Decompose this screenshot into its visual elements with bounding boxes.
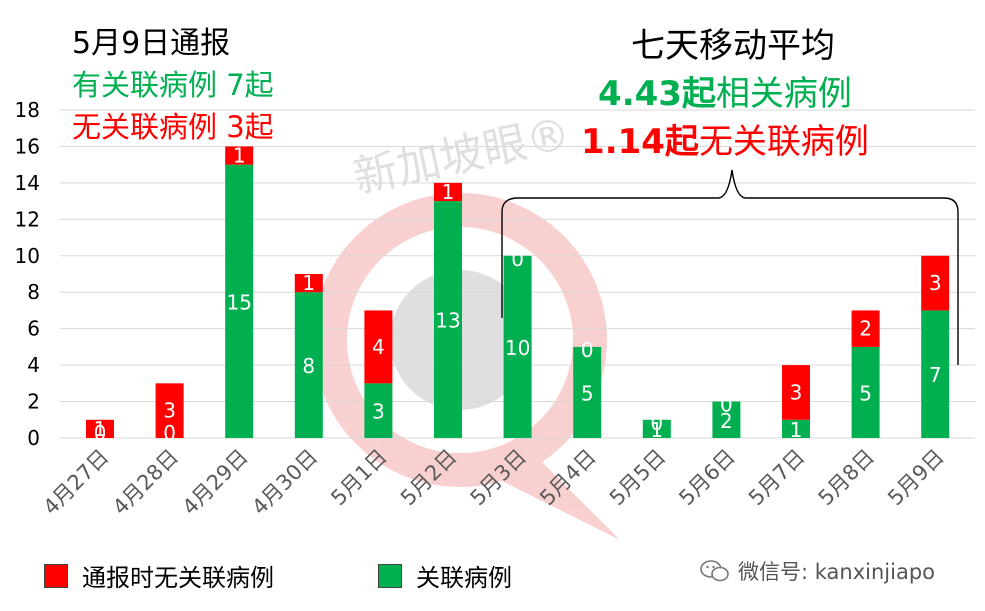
legend-label-linked: 关联病例: [416, 564, 512, 592]
y-tick-label: 16: [15, 134, 40, 158]
bar-linked: [294, 292, 323, 438]
y-tick-label: 14: [15, 171, 40, 195]
bar-linked: [921, 310, 950, 438]
data-label-unlinked: 3: [790, 380, 803, 404]
data-label-unlinked: 4: [372, 335, 385, 359]
bar-linked: [642, 419, 671, 438]
legend-label-unlinked: 通报时无关联病例: [82, 564, 274, 592]
bar-linked: [851, 346, 880, 438]
y-tick-label: 10: [15, 244, 40, 268]
data-label-unlinked: 0: [650, 411, 663, 435]
linked-cases-note: 有关联病例 7起: [72, 68, 274, 102]
data-label-unlinked: 0: [720, 393, 733, 417]
moving-average-linked: 4.43起相关病例: [560, 66, 890, 115]
data-label-linked: 3: [372, 400, 385, 424]
data-label-unlinked: 1: [442, 180, 455, 204]
data-label-linked: 5: [859, 381, 872, 405]
bar-unlinked: [155, 383, 184, 438]
x-tick-label: 5月7日: [744, 445, 810, 511]
data-label-linked: 5: [581, 381, 594, 405]
bar-unlinked: [921, 255, 950, 311]
data-label-linked: 1: [650, 418, 663, 442]
x-tick-label: 4月30日: [247, 445, 322, 520]
x-tick-label: 5月5日: [605, 445, 671, 511]
legend-item-unlinked: 通报时无关联病例: [44, 558, 274, 593]
bar-linked: [434, 201, 462, 438]
bar-unlinked: [434, 182, 462, 202]
data-label-linked: 10: [505, 336, 530, 360]
data-label-unlinked: 2: [859, 317, 872, 341]
bar-unlinked: [364, 310, 393, 384]
x-tick-label: 5月8日: [814, 445, 880, 511]
moving-average-linked-value: 4.43起: [598, 74, 716, 114]
data-label-unlinked: 0: [511, 247, 524, 271]
data-label-linked: 7: [929, 363, 942, 387]
data-label-unlinked: 1: [233, 144, 246, 168]
x-tick-label: 5月6日: [674, 445, 740, 511]
data-label-unlinked: 3: [163, 399, 176, 423]
moving-average-unlinked-text: 无关联病例: [698, 122, 869, 162]
y-tick-label: 12: [15, 207, 40, 231]
data-label-unlinked: 1: [94, 417, 107, 441]
data-label-linked: 13: [435, 309, 460, 333]
wechat-label: 微信号: kanxinjiapo: [738, 560, 936, 584]
y-tick-label: 2: [27, 390, 40, 414]
data-label-linked: 15: [226, 290, 251, 314]
x-tick-label: 5月9日: [883, 445, 949, 511]
bar-linked: [364, 383, 393, 438]
y-tick-label: 18: [15, 98, 40, 122]
legend-swatch-linked: [378, 563, 402, 588]
moving-average-unlinked: 1.14起无关联病例: [540, 114, 910, 163]
bar-linked: [503, 255, 532, 438]
y-tick-label: 0: [27, 426, 40, 450]
legend-swatch-unlinked: [44, 563, 68, 588]
unlinked-cases-note: 无关联病例 3起: [72, 110, 274, 144]
x-tick-label: 4月29日: [178, 445, 253, 520]
data-label-linked: 1: [790, 418, 803, 442]
bar-unlinked: [225, 146, 254, 165]
data-label-unlinked: 1: [302, 271, 315, 295]
bar-linked: [225, 164, 254, 438]
moving-average-brace: [501, 169, 959, 365]
bar-linked: [782, 419, 810, 438]
bar-unlinked: [86, 419, 114, 438]
x-tick-label: 5月1日: [326, 445, 392, 511]
data-label-unlinked: 3: [929, 271, 942, 295]
chart-title: 5月9日通报: [72, 26, 231, 61]
bar-linked: [573, 346, 602, 438]
bar-unlinked: [851, 310, 880, 347]
bar-unlinked: [294, 274, 323, 293]
moving-average-unlinked-value: 1.14起: [581, 122, 699, 162]
x-tick-label: 4月27日: [39, 445, 114, 520]
moving-average-title: 七天移动平均: [631, 26, 835, 66]
data-label-linked: 0: [94, 421, 107, 445]
data-label-unlinked: 0: [581, 338, 594, 362]
y-tick-label: 8: [27, 280, 40, 304]
bar-unlinked: [782, 365, 810, 420]
wechat-icon: [700, 560, 729, 582]
moving-average-linked-text: 相关病例: [715, 74, 852, 114]
wechat-credit: 微信号: kanxinjiapo: [700, 556, 935, 586]
bar-linked: [712, 401, 741, 438]
y-tick-label: 4: [27, 353, 40, 377]
x-tick-label: 4月28日: [108, 445, 183, 520]
y-tick-label: 6: [27, 317, 40, 341]
legend-item-linked: 关联病例: [378, 558, 512, 593]
data-label-linked: 2: [720, 409, 733, 433]
data-label-linked: 8: [302, 354, 315, 378]
data-label-linked: 0: [163, 421, 176, 445]
